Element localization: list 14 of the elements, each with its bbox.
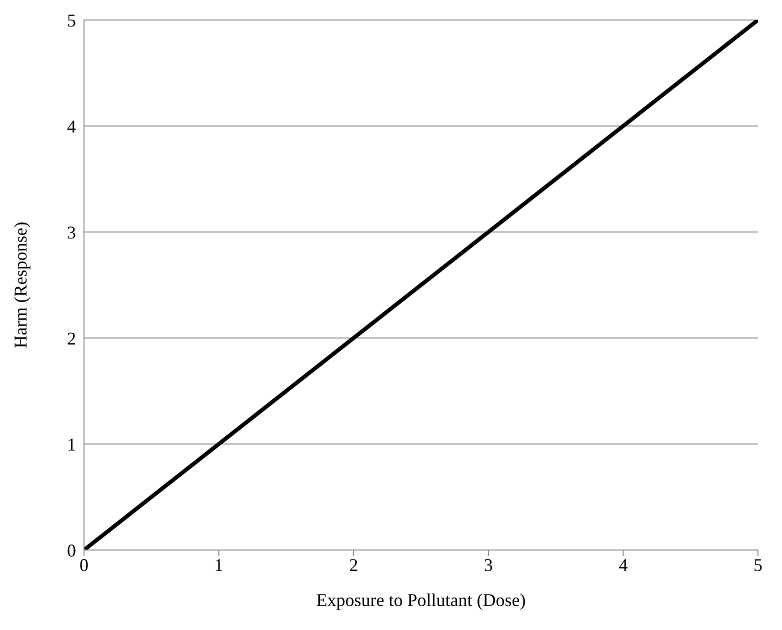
y-tick-label: 3 bbox=[67, 222, 76, 242]
x-tick-label: 1 bbox=[214, 554, 224, 575]
y-tick-label: 4 bbox=[67, 116, 76, 136]
x-tick-label: 4 bbox=[618, 554, 628, 575]
y-tick-label: 2 bbox=[67, 328, 76, 348]
y-tick-label: 5 bbox=[67, 10, 76, 30]
x-tick-label: 0 bbox=[80, 554, 88, 575]
y-tick-label: 0 bbox=[67, 540, 76, 560]
y-axis-title: Harm (Response) bbox=[10, 222, 30, 348]
x-tick-label: 5 bbox=[754, 554, 762, 575]
y-tick-label: 1 bbox=[67, 434, 76, 454]
x-tick-label: 2 bbox=[349, 554, 358, 575]
x-tick-label: 3 bbox=[484, 554, 493, 575]
x-axis-title: Exposure to Pollutant (Dose) bbox=[316, 590, 526, 610]
